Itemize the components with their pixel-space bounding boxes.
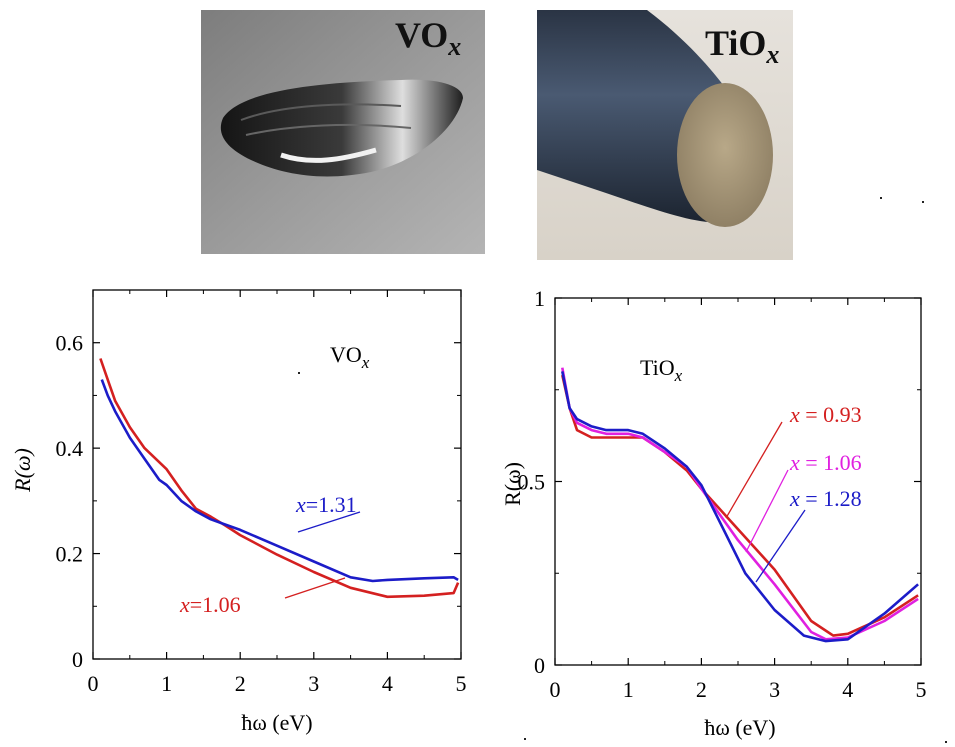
stray-dot: [524, 738, 526, 740]
x-tick-label: 1: [623, 677, 634, 702]
x-axis-label: ħω (eV): [704, 715, 775, 740]
y-axis-label: R(ω): [10, 448, 35, 493]
series-line-1: [100, 379, 459, 583]
series-line-0: [561, 374, 919, 637]
series-label: x=1.06: [179, 592, 241, 617]
series-label: x=1.31: [295, 492, 357, 517]
series-label: x = 1.28: [789, 486, 862, 511]
tiox-rod-photo: [537, 10, 793, 260]
x-tick-label: 4: [842, 677, 853, 702]
x-axis-label: ħω (eV): [241, 710, 312, 735]
x-tick-label: 1: [161, 671, 172, 696]
stray-dot: [922, 201, 924, 203]
series-label-leader: [755, 509, 806, 583]
x-tick-label: 0: [88, 671, 99, 696]
series-label-leader: [284, 577, 346, 599]
series-line-0: [99, 358, 460, 599]
series-line-1: [561, 367, 919, 641]
x-tick-label: 2: [235, 671, 246, 696]
stray-dot: [880, 197, 882, 199]
series-label: x = 1.06: [789, 450, 862, 475]
series-line-2: [561, 371, 919, 643]
y-axis-label: R(ω): [500, 462, 525, 506]
x-tick-label: 0: [550, 677, 561, 702]
stray-dot: [945, 741, 947, 743]
x-tick-label: 5: [916, 677, 927, 702]
series-label-leader: [745, 469, 789, 553]
vox-photo-label: VOx: [395, 15, 462, 62]
x-tick-label: 3: [308, 671, 319, 696]
y-tick-label: 0.2: [56, 542, 84, 567]
x-tick-label: 4: [382, 671, 393, 696]
y-tick-label: 0: [534, 653, 545, 678]
plot-title: VOx: [330, 342, 370, 372]
plot-frame: [92, 289, 462, 660]
plot-frame: [554, 297, 922, 666]
y-tick-label: 0: [72, 647, 83, 672]
vox-crystal-photo: [201, 10, 485, 254]
series-label-leader: [297, 511, 361, 533]
plot-title: TiOx: [640, 355, 683, 385]
y-tick-label: 0.5: [518, 470, 546, 495]
x-tick-label: 2: [696, 677, 707, 702]
series-label: x = 0.93: [789, 402, 862, 427]
series-label-leader: [725, 421, 783, 519]
x-tick-label: 5: [456, 671, 467, 696]
x-tick-label: 3: [769, 677, 780, 702]
y-tick-label: 0.4: [56, 436, 84, 461]
stray-dot: [298, 372, 300, 374]
y-tick-label: 1: [534, 286, 545, 311]
y-tick-label: 0.6: [56, 331, 84, 356]
tiox-photo-label: TiOx: [705, 23, 780, 70]
